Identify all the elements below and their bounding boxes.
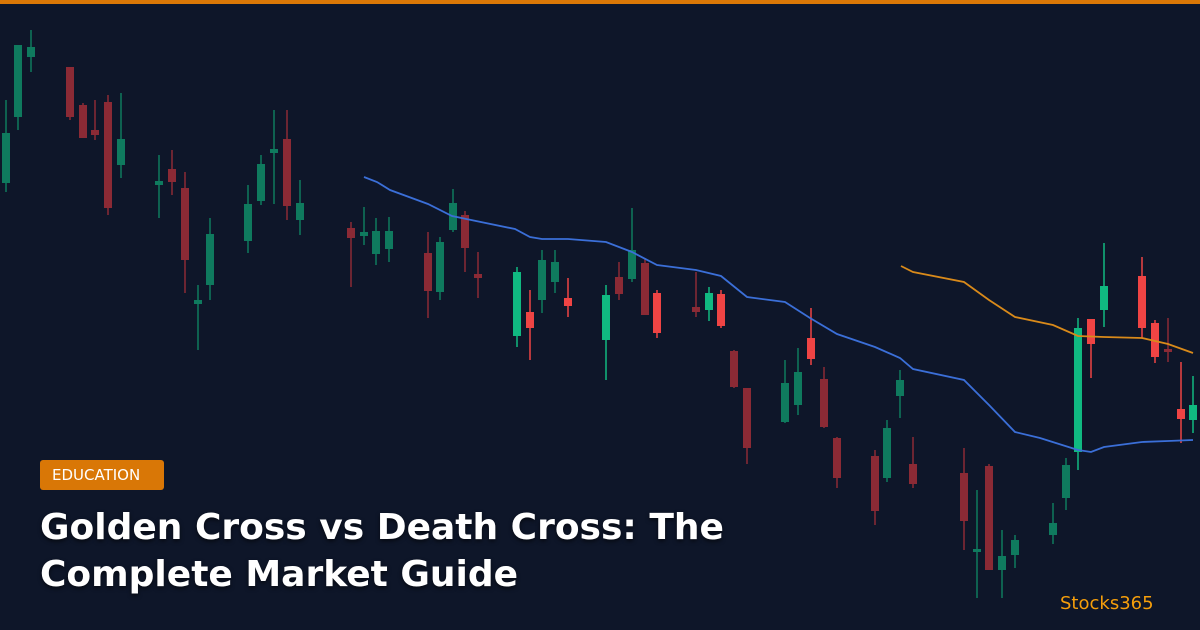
- candle-body: [194, 300, 202, 304]
- candle-body: [985, 466, 993, 570]
- candle-body: [270, 149, 278, 153]
- candle-body: [998, 556, 1006, 570]
- candle-body: [730, 351, 738, 387]
- candle-body: [692, 307, 700, 312]
- brand-logo: Stocks365: [1060, 593, 1154, 614]
- candle-body: [461, 215, 469, 248]
- candle-body: [615, 277, 623, 294]
- candle-body: [168, 169, 176, 182]
- candle-body: [820, 379, 828, 427]
- candle-body: [1138, 276, 1146, 328]
- candle-body: [27, 47, 35, 57]
- candle-body: [807, 338, 815, 359]
- candle-body: [347, 228, 355, 238]
- candle-body: [474, 274, 482, 278]
- candle-body: [705, 293, 713, 310]
- candle-body: [385, 231, 393, 249]
- candle-body: [91, 130, 99, 135]
- candle-body: [960, 473, 968, 521]
- candle-body: [1100, 286, 1108, 310]
- candle-body: [1062, 465, 1070, 498]
- candle-body: [1087, 319, 1095, 344]
- headline: Golden Cross vs Death Cross: The Complet…: [40, 504, 724, 598]
- moving-average-long: [363, 176, 1194, 453]
- candle-body: [1049, 523, 1057, 535]
- candle-body: [973, 549, 981, 552]
- candle-body: [833, 438, 841, 478]
- candle-body: [871, 456, 879, 511]
- candle-body: [896, 380, 904, 396]
- candle-body: [79, 105, 87, 138]
- candle-body: [602, 295, 610, 340]
- candle-body: [436, 242, 444, 292]
- candle-body: [244, 204, 252, 241]
- candle-body: [1189, 405, 1197, 420]
- candle-body: [526, 312, 534, 328]
- candle-body: [372, 231, 380, 254]
- candle-body: [641, 263, 649, 315]
- category-badge: EDUCATION: [40, 460, 164, 490]
- candle-body: [257, 164, 265, 201]
- candle-body: [360, 232, 368, 236]
- candle-body: [513, 272, 521, 336]
- candle-body: [909, 464, 917, 484]
- candle-body: [653, 293, 661, 333]
- candle-body: [717, 294, 725, 326]
- candle-body: [628, 250, 636, 279]
- candle-body: [14, 45, 22, 117]
- moving-average-short: [900, 265, 1194, 354]
- candle-body: [2, 133, 10, 183]
- top-accent-bar: [0, 0, 1200, 4]
- candle-body: [424, 253, 432, 291]
- candle-body: [155, 181, 163, 185]
- candle-body: [206, 234, 214, 285]
- candle-body: [66, 67, 74, 117]
- candle-body: [283, 139, 291, 206]
- candle-body: [551, 262, 559, 282]
- candle-body: [181, 188, 189, 260]
- candle-body: [781, 383, 789, 422]
- candle-body: [794, 372, 802, 405]
- candle-body: [743, 388, 751, 448]
- candle-body: [296, 203, 304, 220]
- candle-body: [117, 139, 125, 165]
- candle-body: [883, 428, 891, 478]
- candle-body: [104, 102, 112, 208]
- candle-body: [1164, 349, 1172, 352]
- candle-body: [1151, 323, 1159, 357]
- candle-body: [1074, 328, 1082, 452]
- candle-body: [538, 260, 546, 300]
- headline-line: Complete Market Guide: [40, 554, 519, 595]
- candle-body: [564, 298, 572, 306]
- candle-body: [1011, 540, 1019, 555]
- candle-body: [1177, 409, 1185, 419]
- headline-line: Golden Cross vs Death Cross: The: [40, 507, 724, 548]
